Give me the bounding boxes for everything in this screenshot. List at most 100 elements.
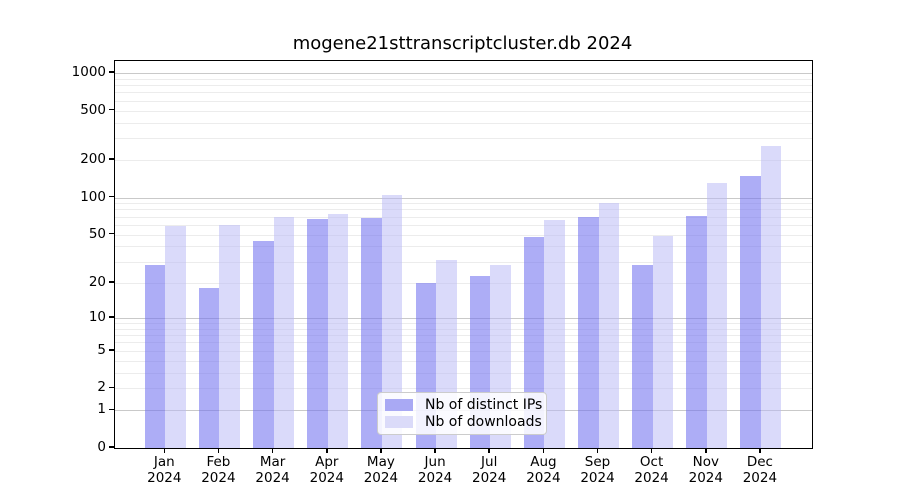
minor-gridline [115,92,812,94]
minor-gridline [115,372,812,374]
bar-may-distinct-ips [361,218,382,448]
y-tick-mark [109,349,114,351]
legend-label-downloads: Nb of downloads [425,414,542,430]
x-tick-year: 2024 [201,469,236,486]
major-gridline [115,197,812,199]
x-tick-label: Apr 2024 [297,454,357,486]
x-tick-year: 2024 [472,469,507,486]
x-tick-year: 2024 [580,469,615,486]
bar-jan-downloads [165,225,186,448]
y-tick-mark [109,316,114,318]
minor-gridline [115,160,812,162]
y-tick-label: 100 [80,188,106,205]
minor-gridline [115,246,812,248]
y-tick-label: 50 [88,225,106,242]
bar-sep-distinct-ips [578,217,599,448]
x-tick-mark [542,448,545,453]
bar-feb-distinct-ips [198,288,220,448]
bar-apr-downloads [327,214,349,448]
x-tick-year: 2024 [363,469,399,486]
minor-gridline [115,203,812,205]
x-tick-label: Feb 2024 [188,454,248,486]
x-tick-mark [380,448,382,453]
x-tick-mark [650,448,653,453]
x-tick-year: 2024 [688,469,723,486]
minor-gridline [115,224,812,226]
legend: Nb of distinct IPs Nb of downloads [377,392,547,435]
bar-jan-distinct-ips [144,265,166,448]
y-tick-mark [109,108,114,111]
x-tick-month: Dec [746,454,773,470]
bar-aug-downloads [544,219,565,448]
x-tick-label: Nov 2024 [676,454,736,486]
x-tick-year: 2024 [417,469,453,486]
major-gridline [115,317,812,319]
y-tick-mark [109,71,114,73]
x-tick-mark [596,448,599,453]
minor-gridline [115,335,812,337]
x-tick-year: 2024 [526,469,561,486]
minor-gridline [115,209,812,211]
y-tick-label: 20 [88,273,106,290]
x-tick-month: Apr [315,454,339,470]
bar-oct-distinct-ips [632,265,653,448]
x-tick-year: 2024 [147,469,182,486]
x-tick-label: Mar 2024 [243,454,303,486]
bar-nov-distinct-ips [686,215,707,448]
y-tick-mark [109,446,114,448]
y-tick-mark [109,281,114,283]
x-tick-label: Jun 2024 [405,454,465,486]
x-tick-year: 2024 [255,469,290,486]
x-tick-mark [271,448,274,453]
bar-mar-downloads [273,217,295,448]
minor-gridline [115,328,812,330]
minor-gridline [115,138,812,140]
y-tick-mark [109,408,114,411]
plot-area [114,60,813,449]
minor-gridline [115,388,812,390]
y-tick-label: 5 [97,341,106,358]
y-tick-mark [109,232,114,235]
x-tick-month: Nov [692,454,719,470]
chart-title: mogene21sttranscriptcluster.db 2024 [292,33,633,54]
y-tick-label: 500 [80,101,106,118]
bar-feb-downloads [219,224,240,448]
x-tick-month: Sep [584,454,611,470]
minor-gridline [115,234,812,236]
x-tick-label: Aug 2024 [513,454,573,486]
minor-gridline [115,282,812,284]
x-tick-year: 2024 [742,469,778,486]
x-tick-month: Oct [639,454,664,470]
x-tick-mark [705,448,707,453]
x-tick-mark [759,448,761,453]
y-tick-label: 1 [97,401,106,418]
bar-nov-downloads [706,183,728,448]
x-tick-month: Mar [259,454,286,470]
x-tick-year: 2024 [309,469,344,486]
bar-mar-distinct-ips [253,241,274,448]
minor-gridline [115,100,812,102]
legend-item-distinct-ips: Nb of distinct IPs [385,397,542,413]
y-tick-label: 1000 [71,63,106,80]
x-tick-year: 2024 [634,469,669,486]
y-tick-label: 2 [97,379,106,396]
y-tick-label: 0 [97,439,106,455]
legend-swatch-distinct-ips [385,399,413,411]
x-tick-label: Sep 2024 [568,454,628,486]
minor-gridline [115,350,812,352]
legend-label-distinct-ips: Nb of distinct IPs [425,397,543,413]
x-tick-mark [434,448,436,453]
minor-gridline [115,360,812,362]
bar-sep-downloads [598,203,619,448]
y-tick-mark [109,158,114,160]
minor-gridline [115,110,812,112]
x-tick-label: Oct 2024 [622,454,682,486]
x-tick-label: Jan 2024 [134,454,194,486]
legend-swatch-downloads [385,416,413,428]
x-tick-mark [488,448,490,453]
y-tick-label: 200 [80,151,106,168]
minor-gridline [115,342,812,344]
bar-dec-distinct-ips [740,175,761,448]
x-tick-mark [326,448,328,453]
